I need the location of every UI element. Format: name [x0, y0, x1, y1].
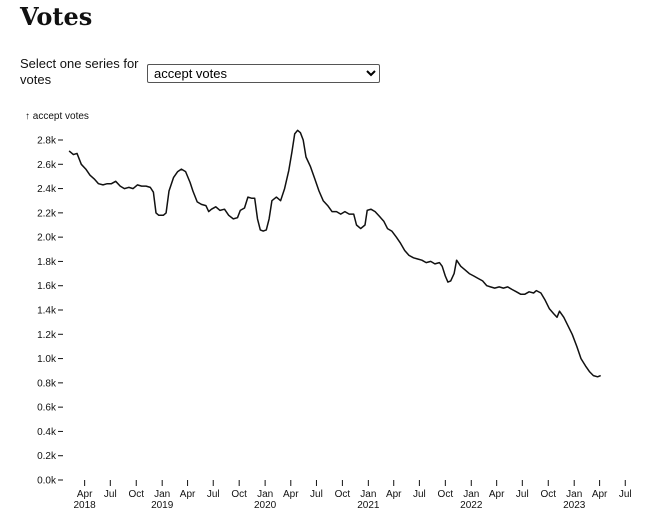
x-tick-label: Apr: [77, 489, 93, 500]
series-line: [68, 129, 601, 378]
x-tick-label: Apr: [283, 489, 299, 500]
x-tick-year-label: 2021: [357, 500, 380, 511]
x-tick-label: Jan: [257, 489, 273, 500]
page-title: Votes: [20, 2, 93, 31]
x-tick-year-label: 2023: [563, 500, 586, 511]
y-tick-label: 1.4k: [37, 306, 57, 317]
x-tick-year-label: 2018: [74, 500, 97, 511]
y-tick-label: 0.2k: [37, 451, 57, 462]
y-tick-label: 1.0k: [37, 354, 57, 365]
series-select-label: Select one series for votes: [20, 56, 139, 87]
x-tick-label: Jul: [310, 489, 323, 500]
x-tick-label: Oct: [438, 489, 454, 500]
y-axis-label: ↑ accept votes: [25, 111, 89, 122]
x-tick-label: Jul: [104, 489, 117, 500]
x-tick-label: Apr: [489, 489, 505, 500]
x-tick-label: Jan: [463, 489, 479, 500]
line-chart: ↑ accept votes 0.0k 0.2k 0.4k 0.6k 0.8k 1.0k 1…: [25, 111, 632, 511]
y-tick-label: 1.6k: [37, 281, 57, 292]
x-tick-year-label: 2020: [254, 500, 277, 511]
y-axis: 0.0k 0.2k 0.4k 0.6k 0.8k 1.0k 1.2k 1.4k 1.6k 1.8k…: [37, 136, 63, 487]
x-tick-label: Jan: [360, 489, 376, 500]
x-tick-year-label: 2019: [151, 500, 174, 511]
y-tick-label: 2.4k: [37, 184, 57, 195]
y-tick-label: 2.2k: [37, 208, 57, 219]
y-tick-label: 1.8k: [37, 257, 57, 268]
x-tick-label: Oct: [540, 489, 556, 500]
y-tick-label: 2.0k: [37, 233, 57, 244]
x-tick-label: Jul: [516, 489, 529, 500]
x-tick-label: Oct: [335, 489, 351, 500]
y-tick-label: 0.4k: [37, 427, 57, 438]
x-tick-label: Jul: [207, 489, 220, 500]
y-tick-label: 0.8k: [37, 378, 57, 389]
y-tick-label: 0.0k: [37, 476, 57, 487]
series-selector: Select one series for votes accept votes: [20, 56, 380, 88]
y-tick-label: 2.8k: [37, 136, 57, 147]
x-tick-label: Jan: [566, 489, 582, 500]
x-tick-label: Apr: [592, 489, 608, 500]
x-tick-label: Jan: [154, 489, 170, 500]
series-select[interactable]: accept votes: [147, 64, 380, 83]
x-tick-label: Jul: [619, 489, 632, 500]
y-tick-label: 1.2k: [37, 330, 57, 341]
x-tick-year-label: 2022: [460, 500, 483, 511]
x-tick-label: Apr: [386, 489, 402, 500]
y-tick-label: 0.6k: [37, 403, 57, 414]
y-tick-label: 2.6k: [37, 160, 57, 171]
x-tick-label: Jul: [413, 489, 426, 500]
x-tick-label: Oct: [128, 489, 144, 500]
x-tick-label: Oct: [231, 489, 247, 500]
x-tick-label: Apr: [180, 489, 196, 500]
